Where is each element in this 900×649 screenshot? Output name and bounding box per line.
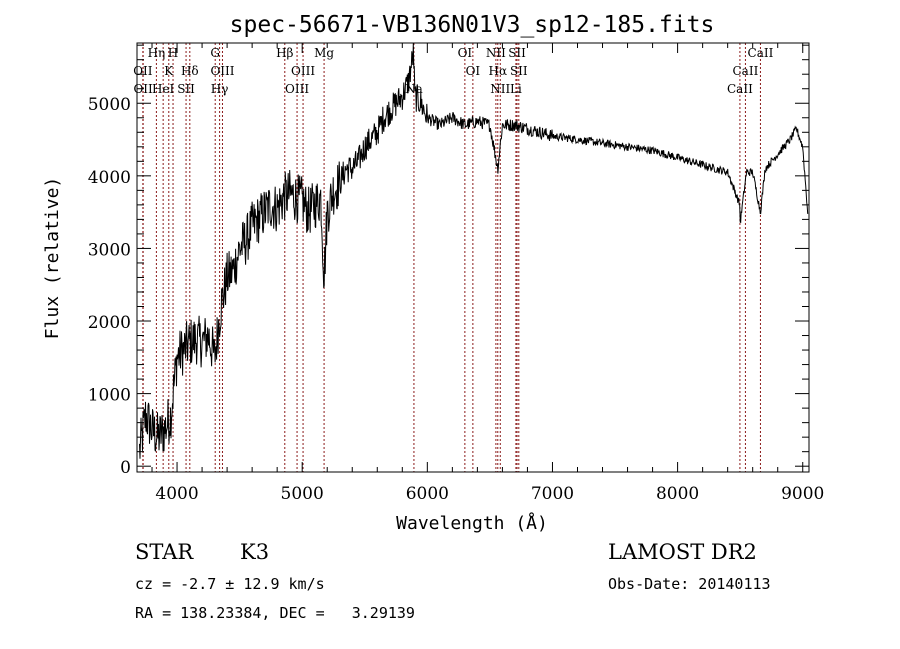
line-label-K: K xyxy=(164,64,174,78)
line-label-Hβ: Hβ xyxy=(276,46,293,60)
line-label-CaII: CaII xyxy=(748,46,774,60)
line-label-Hγ: Hγ xyxy=(211,82,229,96)
y-axis-label: Flux (relative) xyxy=(42,177,63,340)
emission-line-markers xyxy=(142,43,761,472)
line-label-G: G xyxy=(210,46,220,60)
line-label-CaII: CaII xyxy=(727,82,753,96)
y-tick-label: 4000 xyxy=(88,168,131,188)
line-label-Hδ: Hδ xyxy=(181,64,199,78)
line-label-OI: OI xyxy=(466,64,481,78)
x-tick-label: 5000 xyxy=(281,484,324,504)
line-label-HeI: HeI xyxy=(152,82,175,96)
chart-title: spec-56671-VB136N01V3_sp12-185.fits xyxy=(230,12,715,38)
line-label-SII: SII xyxy=(177,82,195,96)
axis-ticks xyxy=(137,43,809,472)
x-tick-label: 4000 xyxy=(155,484,198,504)
line-label-SII: SII xyxy=(510,64,528,78)
plot-frame xyxy=(136,42,810,473)
spectrum-line xyxy=(139,43,809,459)
x-tick-label: 9000 xyxy=(781,484,824,504)
line-label-Mg: Mg xyxy=(314,46,334,60)
y-tick-label: 3000 xyxy=(88,240,131,260)
line-label-Na: Na xyxy=(405,82,423,96)
line-label-OII: OII xyxy=(133,64,153,78)
x-tick-label: 6000 xyxy=(406,484,449,504)
subclass: K3 xyxy=(240,540,269,564)
line-label-Hα: Hα xyxy=(488,64,507,78)
line-label-Li: Li xyxy=(510,82,522,96)
line-label-SII: SII xyxy=(508,46,526,60)
emission-line-labels: OIIOIIHηHeIKHSIIHδGHγOIIIHβOIIIOIIIMgNaO… xyxy=(133,46,773,96)
object-type: STAR xyxy=(135,540,194,564)
y-tick-label: 2000 xyxy=(88,313,131,333)
line-label-OIII: OIII xyxy=(291,64,315,78)
obs-date-text: Obs-Date: 20140113 xyxy=(608,575,771,593)
x-tick-label: 7000 xyxy=(531,484,574,504)
line-label-Hη: Hη xyxy=(148,46,166,60)
y-tick-label: 5000 xyxy=(88,95,131,115)
y-tick-label: 1000 xyxy=(88,386,131,406)
line-label-NII: NII xyxy=(486,46,506,60)
x-tick-label: 8000 xyxy=(656,484,699,504)
survey-label: LAMOST DR2 xyxy=(608,540,757,564)
y-tick-label: 0 xyxy=(120,458,131,478)
line-label-NII: NII xyxy=(490,82,510,96)
coordinates-text: RA = 138.23384, DEC = 3.29139 xyxy=(135,604,415,622)
tick-labels: 4000 5000 6000 7000 8000 9000 0 1000 2000 3000 400… xyxy=(88,95,825,504)
redshift-text: cz = -2.7 ± 12.9 km/s xyxy=(135,575,325,593)
line-label-OIII: OIII xyxy=(210,64,234,78)
line-label-OIII: OIII xyxy=(285,82,309,96)
line-label-CaII: CaII xyxy=(733,64,759,78)
x-axis-label: Wavelength (Å) xyxy=(396,512,548,534)
line-label-H: H xyxy=(168,46,178,60)
line-label-OI: OI xyxy=(458,46,473,60)
